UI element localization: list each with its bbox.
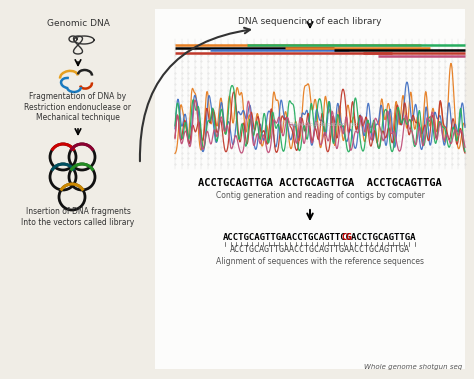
Text: © Genetic Education Inc.: © Genetic Education Inc. [281, 122, 360, 127]
FancyArrowPatch shape [140, 28, 250, 161]
Text: ACCTGCAGTTGAACCTGCAGTTGAACCTGCAGTTGA: ACCTGCAGTTGAACCTGCAGTTGAACCTGCAGTTGA [230, 246, 410, 255]
Text: Whole genome shotgun seq: Whole genome shotgun seq [364, 364, 462, 370]
Text: Genomic DNA: Genomic DNA [46, 19, 109, 28]
Text: Insertion of DNA fragments
Into the vectors called library: Insertion of DNA fragments Into the vect… [21, 207, 135, 227]
Text: ACCTGCAGTTGAACCTGCAGTTCGACCTGCAGTTGA: ACCTGCAGTTGAACCTGCAGTTCGACCTGCAGTTGA [223, 232, 417, 241]
Text: DNA sequencing of each library: DNA sequencing of each library [238, 17, 382, 27]
Text: Contig generation and reading of contigs by computer: Contig generation and reading of contigs… [216, 191, 424, 200]
FancyBboxPatch shape [155, 9, 465, 369]
Text: Alignment of sequences with the reference sequences: Alignment of sequences with the referenc… [216, 257, 424, 266]
Text: Fragmentation of DNA by
Restriction endonuclease or
Mechanical technique: Fragmentation of DNA by Restriction endo… [25, 92, 131, 122]
Text: ACCTGCAGTTGA ACCTGCAGTTGA  ACCTGCAGTTGA: ACCTGCAGTTGA ACCTGCAGTTGA ACCTGCAGTTGA [198, 178, 442, 188]
Text: CG: CG [342, 232, 352, 241]
